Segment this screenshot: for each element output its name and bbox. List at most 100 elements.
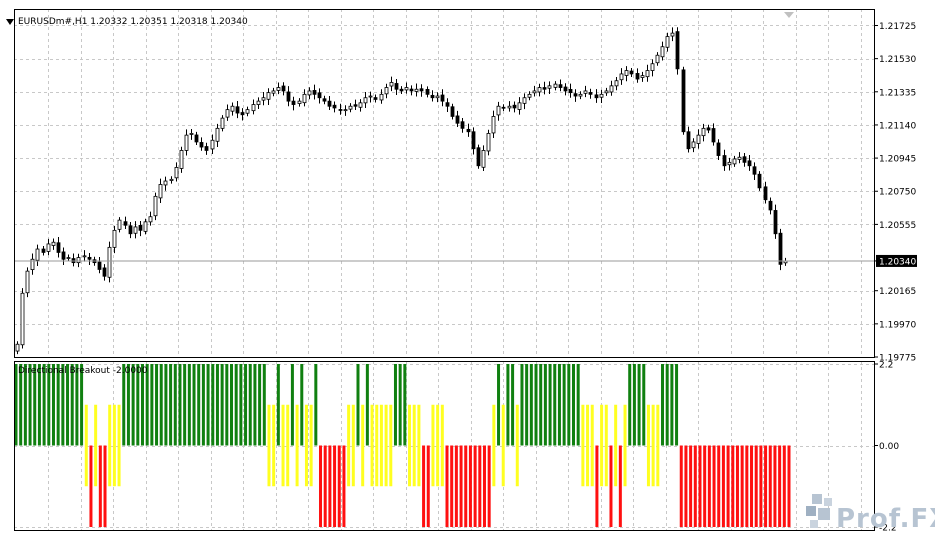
candle-body xyxy=(619,73,624,81)
candle-body xyxy=(471,131,476,150)
indicator-bar xyxy=(80,364,84,446)
indicator-bar xyxy=(721,445,725,527)
indicator-bar xyxy=(473,445,477,527)
indicator-bar xyxy=(534,364,538,446)
candle-body xyxy=(512,104,517,109)
indicator-bar xyxy=(548,364,552,446)
indicator-bar xyxy=(150,364,154,446)
indicator-bar xyxy=(731,445,735,527)
price-tick-label: 1.20945 xyxy=(879,155,916,165)
candle-body xyxy=(553,83,558,88)
indicator-bar xyxy=(206,364,210,446)
indicator-bar xyxy=(108,404,112,487)
indicator-bar xyxy=(750,445,754,527)
indicator-bar xyxy=(684,445,688,527)
indicator-bar xyxy=(482,445,486,527)
indicator-bar xyxy=(244,364,248,446)
candle-body xyxy=(568,89,573,94)
indicator-bar xyxy=(773,445,777,527)
candle-body xyxy=(522,97,527,104)
indicator-bar xyxy=(234,364,238,446)
indicator-bar xyxy=(525,364,529,446)
candle-body xyxy=(194,134,199,143)
candle-body xyxy=(327,100,332,107)
indicator-bar xyxy=(623,404,627,487)
candle-body xyxy=(112,229,117,248)
candle-body xyxy=(66,257,71,259)
indicator-bar xyxy=(576,364,580,446)
candle-body xyxy=(379,93,384,101)
candle-body xyxy=(322,98,327,102)
indicator-pane-border xyxy=(14,361,875,531)
indicator-bar xyxy=(735,445,739,527)
indicator-bar xyxy=(520,364,524,446)
indicator-bar xyxy=(37,364,41,446)
candles xyxy=(15,27,788,355)
candle-body xyxy=(297,100,302,104)
candle-body xyxy=(286,91,291,102)
indicator-bar xyxy=(492,404,496,487)
current-price-label: 1.20340 xyxy=(879,257,916,267)
indicator-bar xyxy=(412,404,416,487)
indicator-bar xyxy=(656,404,660,487)
indicator-bar xyxy=(609,445,613,527)
indicator-bar xyxy=(272,404,276,487)
candle-body xyxy=(199,142,204,148)
candle-body xyxy=(686,131,691,150)
indicator-bar xyxy=(703,445,707,527)
indicator-bar xyxy=(169,364,173,446)
candle-body xyxy=(706,127,711,131)
indicator-bar xyxy=(230,364,234,446)
indicator-bar xyxy=(393,364,397,446)
indicator-bar xyxy=(220,364,224,446)
candle-body xyxy=(624,70,629,76)
candle-body xyxy=(425,89,430,95)
candle-body xyxy=(460,121,465,129)
indicator-bar xyxy=(98,445,102,527)
candle-body xyxy=(384,87,389,95)
candle-body xyxy=(276,87,281,91)
indicator-bar xyxy=(248,364,252,446)
candle-body xyxy=(547,85,552,89)
candle-body xyxy=(174,167,179,179)
price-axis: 1.21725 1.21530 1.21335 1.21140 1.20945 1.207… xyxy=(14,22,917,364)
indicator-bar xyxy=(707,445,711,527)
indicator-bar xyxy=(365,364,369,446)
indicator-bar xyxy=(281,404,285,487)
indicator-bar xyxy=(539,364,543,446)
candle-body xyxy=(389,82,394,87)
indicator-bar xyxy=(192,364,196,446)
indicator-tick-label: 2.2 xyxy=(879,361,893,371)
candle-body xyxy=(650,63,655,71)
candle-body xyxy=(722,155,727,167)
candle-body xyxy=(640,75,645,78)
indicator-bar xyxy=(586,404,590,487)
indicator-bar xyxy=(361,404,365,487)
candle-body xyxy=(220,117,225,129)
indicator-bar xyxy=(553,364,557,446)
indicator-bar xyxy=(782,445,786,527)
indicator-bar xyxy=(201,364,205,446)
candle-body xyxy=(117,219,122,230)
candle-body xyxy=(404,87,409,91)
indicator-bar xyxy=(675,364,679,446)
indicator-bar xyxy=(314,364,318,446)
indicator-bar xyxy=(33,364,37,446)
indicator-bar xyxy=(384,404,388,487)
indicator-bar xyxy=(286,404,290,487)
indicator-bar xyxy=(290,364,294,446)
indicator-bar xyxy=(398,364,402,446)
indicator-bar xyxy=(431,404,435,487)
candle-body xyxy=(215,127,220,142)
indicator-bar xyxy=(740,445,744,527)
indicator-bar xyxy=(51,364,55,446)
candle-body xyxy=(752,166,757,175)
indicator-bar xyxy=(66,364,70,446)
indicator-bar xyxy=(159,364,163,446)
indicator-bar xyxy=(131,364,135,446)
candle-body xyxy=(266,92,271,100)
chart-menu-triangle-icon[interactable] xyxy=(6,19,14,25)
indicator-bar xyxy=(126,364,130,446)
